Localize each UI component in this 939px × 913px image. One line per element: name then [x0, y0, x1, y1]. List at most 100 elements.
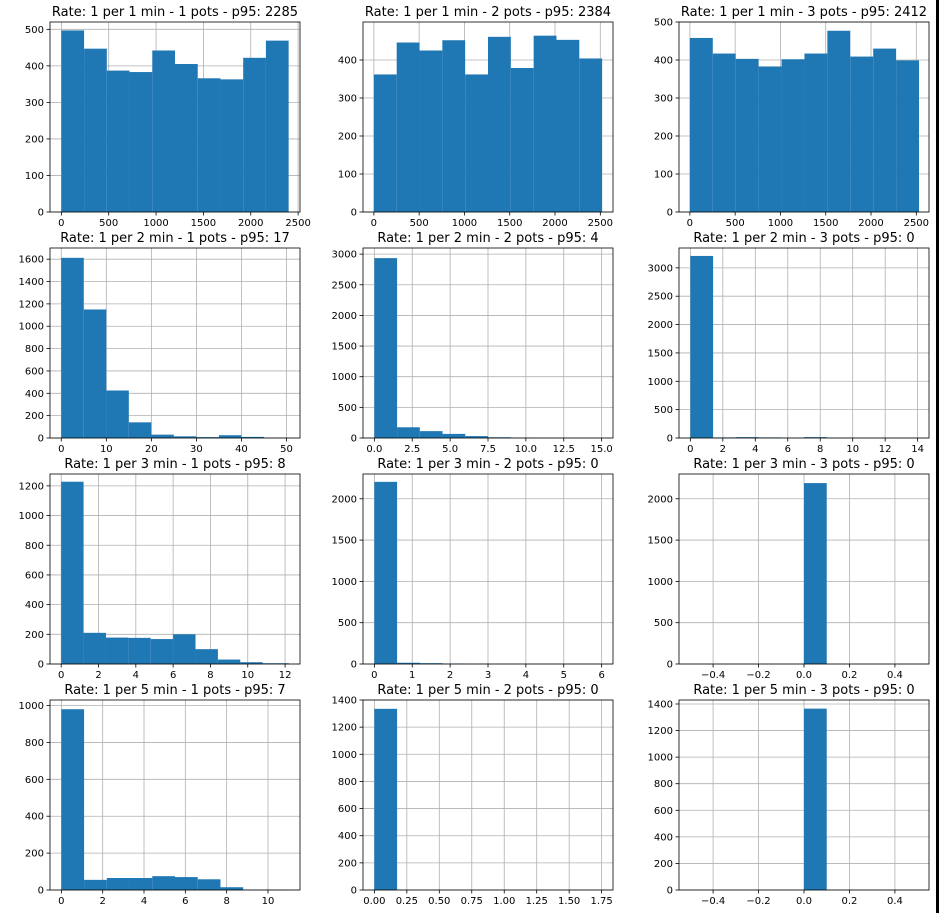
- y-tick-label: 500: [338, 403, 357, 414]
- x-tick-label: 1.25: [526, 896, 548, 907]
- x-tick-label: 0.4: [887, 896, 903, 907]
- y-tick-label: 1400: [19, 277, 44, 288]
- histogram-panel: 0 500 1000 1500 2000 2500 0 100 200 300 400 500 Rate…: [654, 5, 930, 229]
- x-tick-label: −0.2: [746, 670, 770, 681]
- histogram-bar: [150, 639, 174, 664]
- y-tick-label: 500: [654, 405, 673, 416]
- x-tick-label: 0.4: [887, 670, 903, 681]
- x-tick-label: 2000: [238, 218, 263, 229]
- x-tick-label: 4: [141, 896, 147, 907]
- histogram-bar: [105, 637, 129, 664]
- x-tick-label: 0.75: [461, 896, 483, 907]
- x-tick-label: 0: [371, 218, 377, 229]
- y-tick-label: 1000: [332, 577, 357, 588]
- chart-title: Rate: 1 per 1 min - 2 pots - p95: 2384: [365, 5, 611, 20]
- histogram-bar: [217, 659, 241, 664]
- y-tick-label: 1400: [332, 696, 357, 707]
- x-tick-label: 12.5: [553, 444, 575, 455]
- histogram-bar: [442, 40, 466, 212]
- histogram-bar: [827, 30, 851, 212]
- chart-title: Rate: 1 per 3 min - 1 pots - p95: 8: [64, 457, 285, 472]
- histogram-bar: [896, 60, 920, 212]
- x-tick-label: −0.2: [746, 896, 770, 907]
- histogram-bar: [175, 877, 198, 890]
- y-tick-label: 400: [654, 56, 673, 67]
- y-tick-label: 2000: [648, 320, 673, 331]
- histogram-bar: [220, 79, 244, 212]
- y-tick-label: 300: [654, 94, 673, 105]
- histogram-bar: [220, 887, 244, 890]
- y-tick-label: 800: [338, 777, 357, 788]
- x-tick-label: 1500: [191, 218, 216, 229]
- y-tick-label: 400: [338, 831, 357, 842]
- x-tick-label: 6: [182, 896, 188, 907]
- histogram-bar: [152, 876, 175, 890]
- x-tick-label: 50: [280, 444, 293, 455]
- x-tick-label: 6: [598, 670, 604, 681]
- chart-title: Rate: 1 per 2 min - 2 pots - p95: 4: [377, 231, 598, 246]
- histogram-bar: [804, 708, 827, 890]
- y-tick-label: 800: [25, 541, 44, 552]
- y-tick-label: 2000: [332, 311, 357, 322]
- x-tick-label: 0.2: [842, 670, 858, 681]
- y-tick-label: 1200: [332, 723, 357, 734]
- histogram-panel: 0.0 2.5 5.0 7.5 10.0 12.5 15.0 0 500 1000 1500 2000…: [332, 231, 614, 455]
- histogram-bar: [374, 481, 398, 664]
- x-tick-label: 6: [170, 670, 176, 681]
- y-tick-label: 200: [654, 859, 673, 870]
- chart-title: Rate: 1 per 5 min - 1 pots - p95: 7: [64, 683, 285, 698]
- plot-frame: [49, 699, 301, 891]
- histogram-bar: [61, 30, 85, 213]
- x-tick-label: 0: [58, 218, 64, 229]
- y-tick-label: 400: [338, 56, 357, 67]
- y-tick-label: 600: [654, 806, 673, 817]
- y-tick-label: 200: [654, 132, 673, 143]
- x-tick-label: 5: [561, 670, 567, 681]
- x-tick-label: 500: [99, 218, 118, 229]
- x-tick-label: 2000: [542, 218, 567, 229]
- x-tick-label: 1500: [497, 218, 522, 229]
- y-tick-label: 200: [25, 849, 44, 860]
- y-tick-label: 1000: [648, 577, 673, 588]
- histogram-bar: [195, 649, 218, 664]
- y-tick-label: 200: [338, 132, 357, 143]
- histogram-panel: 0 500 1000 1500 2000 2500 0 100 200 300 400 500 Rate…: [25, 5, 311, 229]
- histogram-bar: [84, 48, 107, 212]
- y-tick-label: 400: [25, 61, 44, 72]
- y-tick-label: 1500: [332, 536, 357, 547]
- x-tick-label: 2500: [904, 218, 929, 229]
- chart-title: Rate: 1 per 2 min - 3 pots - p95: 0: [693, 231, 914, 246]
- chart-title: Rate: 1 per 1 min - 3 pots - p95: 2412: [681, 5, 927, 20]
- histogram-bar: [442, 433, 466, 438]
- histogram-bar: [197, 879, 221, 890]
- x-tick-label: 1000: [452, 218, 477, 229]
- y-tick-label: 1500: [648, 536, 673, 547]
- plot-frame: [362, 699, 614, 891]
- x-tick-label: 4: [752, 444, 758, 455]
- x-tick-label: 10.0: [515, 444, 537, 455]
- y-tick-label: 600: [25, 366, 44, 377]
- histogram-bar: [735, 58, 759, 212]
- histogram-bar: [465, 74, 488, 212]
- x-tick-label: 0.2: [842, 896, 858, 907]
- histogram-bar: [128, 637, 151, 664]
- histogram-bar: [465, 436, 488, 438]
- x-tick-label: 10: [241, 670, 254, 681]
- x-tick-label: 0: [687, 444, 693, 455]
- y-tick-label: 600: [25, 570, 44, 581]
- x-tick-label: 4: [133, 670, 139, 681]
- x-tick-label: 5.0: [442, 444, 458, 455]
- histogram-bar: [397, 662, 420, 664]
- histogram-panel: 0 500 1000 1500 2000 2500 0 100 200 300 400 Rate: 1…: [338, 5, 614, 229]
- y-tick-label: 500: [654, 618, 673, 629]
- x-tick-label: 1000: [143, 218, 168, 229]
- histogram-bar: [488, 36, 511, 212]
- histogram-panel: 0 2 4 6 8 10 12 14 0 500 1000 1500 2000 2500 3000 Rate:…: [648, 231, 930, 455]
- y-tick-label: 0: [38, 660, 44, 671]
- y-tick-label: 1000: [19, 322, 44, 333]
- x-tick-label: 2.5: [404, 444, 420, 455]
- x-tick-label: 14: [911, 444, 924, 455]
- x-tick-label: 0: [687, 218, 693, 229]
- x-tick-label: 15.0: [591, 444, 613, 455]
- chart-title: Rate: 1 per 3 min - 3 pots - p95: 0: [693, 457, 914, 472]
